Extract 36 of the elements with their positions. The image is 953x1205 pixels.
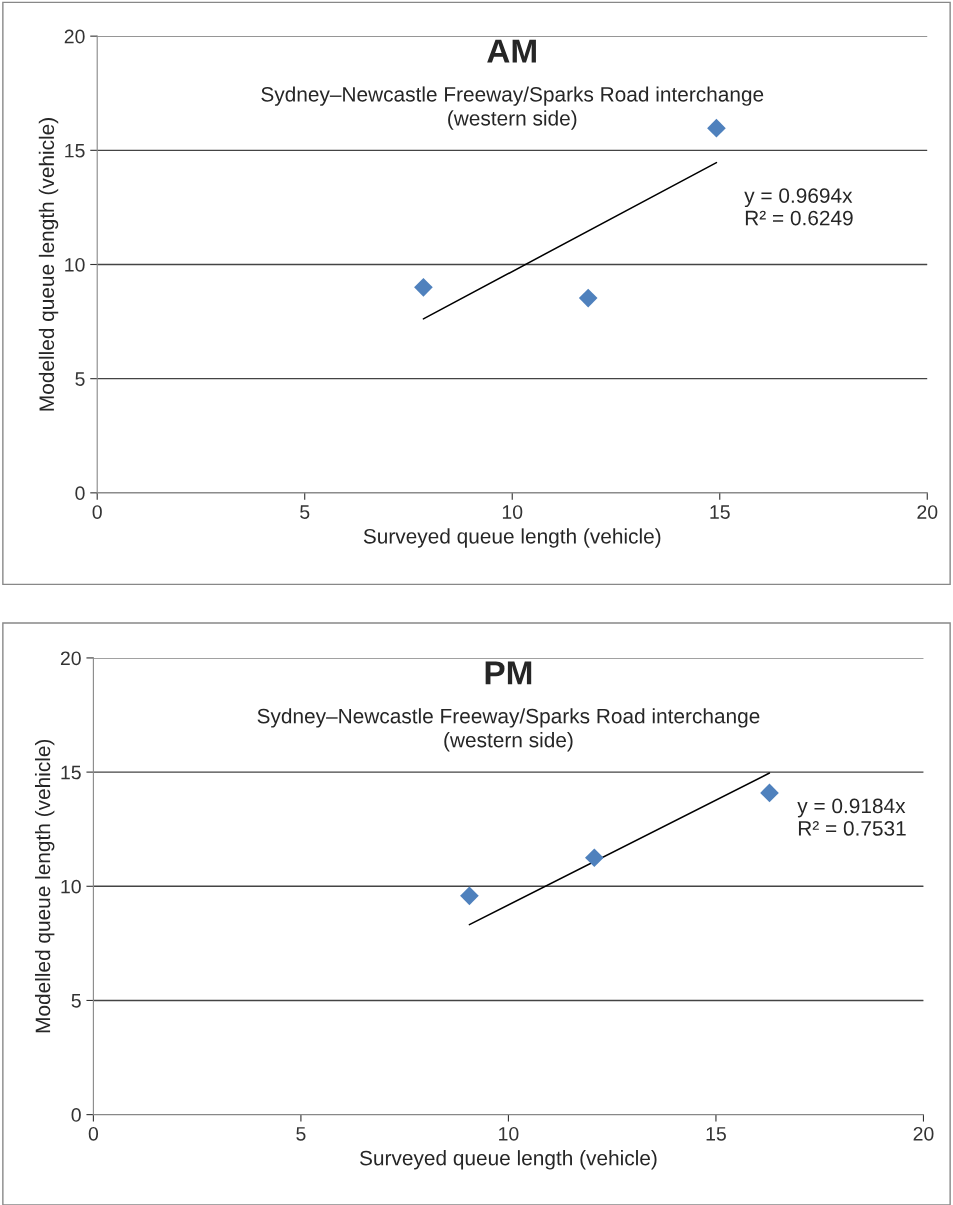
point (585, 848, 604, 868)
y-tick-label: 15 (61, 765, 81, 780)
point (578, 288, 598, 308)
annotation: y = 0.9694x R² = 0.6249 (744, 188, 853, 226)
x-tick-label: 10 (499, 1126, 519, 1141)
point (414, 278, 433, 297)
y-tick-label: 10 (65, 257, 85, 272)
point (460, 886, 479, 906)
annotation: y = 0.9184x R² = 0.7531 (797, 798, 906, 836)
point (707, 118, 726, 138)
x-tick-label: 0 (88, 1126, 99, 1141)
text: Sydney–Newcastle Freeway/Sparks Road interchange (western side) (257, 708, 760, 752)
x-axis-title: Surveyed queue length (vehicle) (363, 528, 661, 548)
y-tick-label: 20 (60, 651, 81, 666)
x-tick-label: 20 (917, 505, 938, 519)
x-tick-label: 15 (710, 505, 730, 519)
x-tick-label: 15 (706, 1127, 726, 1141)
x-tick-label: 5 (296, 1127, 306, 1141)
point (760, 783, 779, 803)
chart-title: AM (487, 39, 536, 63)
x-tick-label: 5 (300, 505, 310, 519)
y-tick-label: 10 (61, 879, 81, 894)
chart-title: PM (485, 661, 532, 685)
y-tick-label: 15 (65, 143, 85, 158)
x-tick-label: 0 (92, 505, 102, 519)
x-tick-label: 20 (913, 1126, 934, 1141)
y-tick-label: 5 (75, 372, 85, 386)
text: Sydney–Newcastle Freeway/Sparks Road interchange (western side) (261, 86, 764, 130)
x-tick-label: 10 (502, 505, 523, 519)
x-axis-title: Surveyed queue length (vehicle) (359, 1150, 657, 1170)
y-tick-label: 20 (64, 29, 85, 44)
y-tick-label: 0 (75, 486, 85, 501)
y-axis-title: Modelled queue length (vehicle) (34, 739, 55, 1033)
y-axis-title: Modelled queue length (vehicle) (38, 118, 59, 411)
y-tick-label: 0 (71, 1108, 81, 1122)
y-tick-label: 5 (71, 994, 81, 1008)
